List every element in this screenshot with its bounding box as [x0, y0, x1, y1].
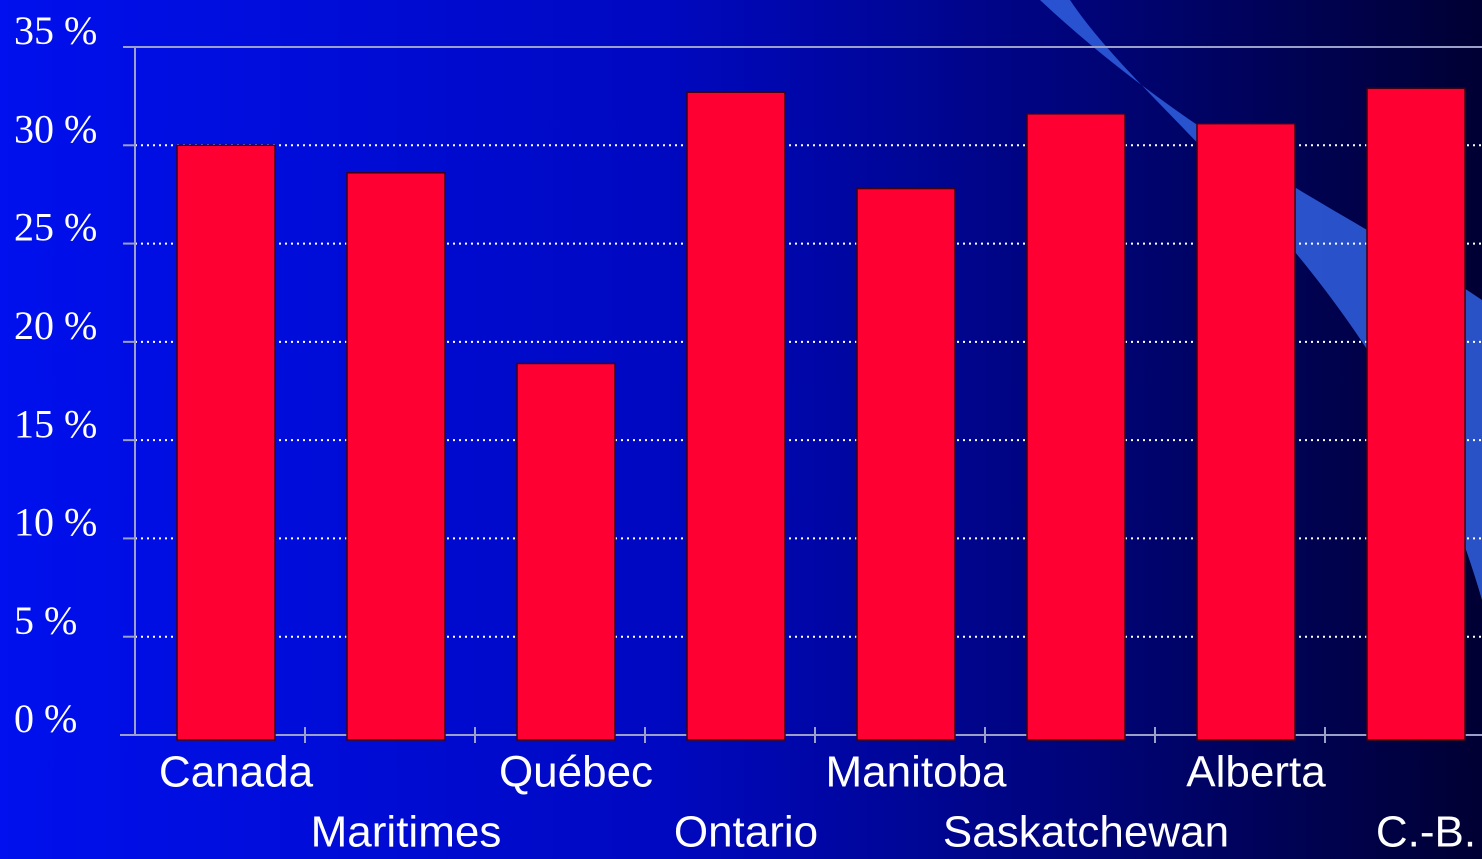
y-tick-label: 0 %: [14, 696, 77, 741]
x-tick-label: Canada: [159, 748, 314, 797]
x-tick-label: Maritimes: [311, 808, 502, 857]
x-tick-label: Québec: [499, 748, 653, 797]
y-tick-label: 15 %: [14, 401, 97, 446]
x-tick-label: Ontario: [674, 808, 818, 857]
y-tick-label: 35 %: [14, 8, 97, 53]
x-tick-label: C.-B.: [1376, 808, 1476, 857]
bar: [1366, 87, 1466, 741]
bar: [346, 172, 446, 741]
x-tick-label: Saskatchewan: [943, 808, 1229, 857]
bar: [856, 187, 956, 741]
bar: [516, 362, 616, 741]
x-tick-label: Manitoba: [825, 748, 1007, 797]
bar: [176, 144, 276, 741]
y-tick-label: 10 %: [14, 500, 97, 545]
x-tick-label: Alberta: [1186, 748, 1326, 797]
y-tick-label: 30 %: [14, 106, 97, 151]
bar: [1196, 122, 1296, 741]
bar: [686, 91, 786, 741]
y-tick-label: 20 %: [14, 303, 97, 348]
y-tick-label: 25 %: [14, 205, 97, 250]
plot-area: 0 % 5 % 10 % 15 % 20 % 25 % 30 % 35 % Canada Mari…: [14, 8, 1482, 857]
bar: [1026, 113, 1126, 741]
y-tick-label: 5 %: [14, 598, 77, 643]
